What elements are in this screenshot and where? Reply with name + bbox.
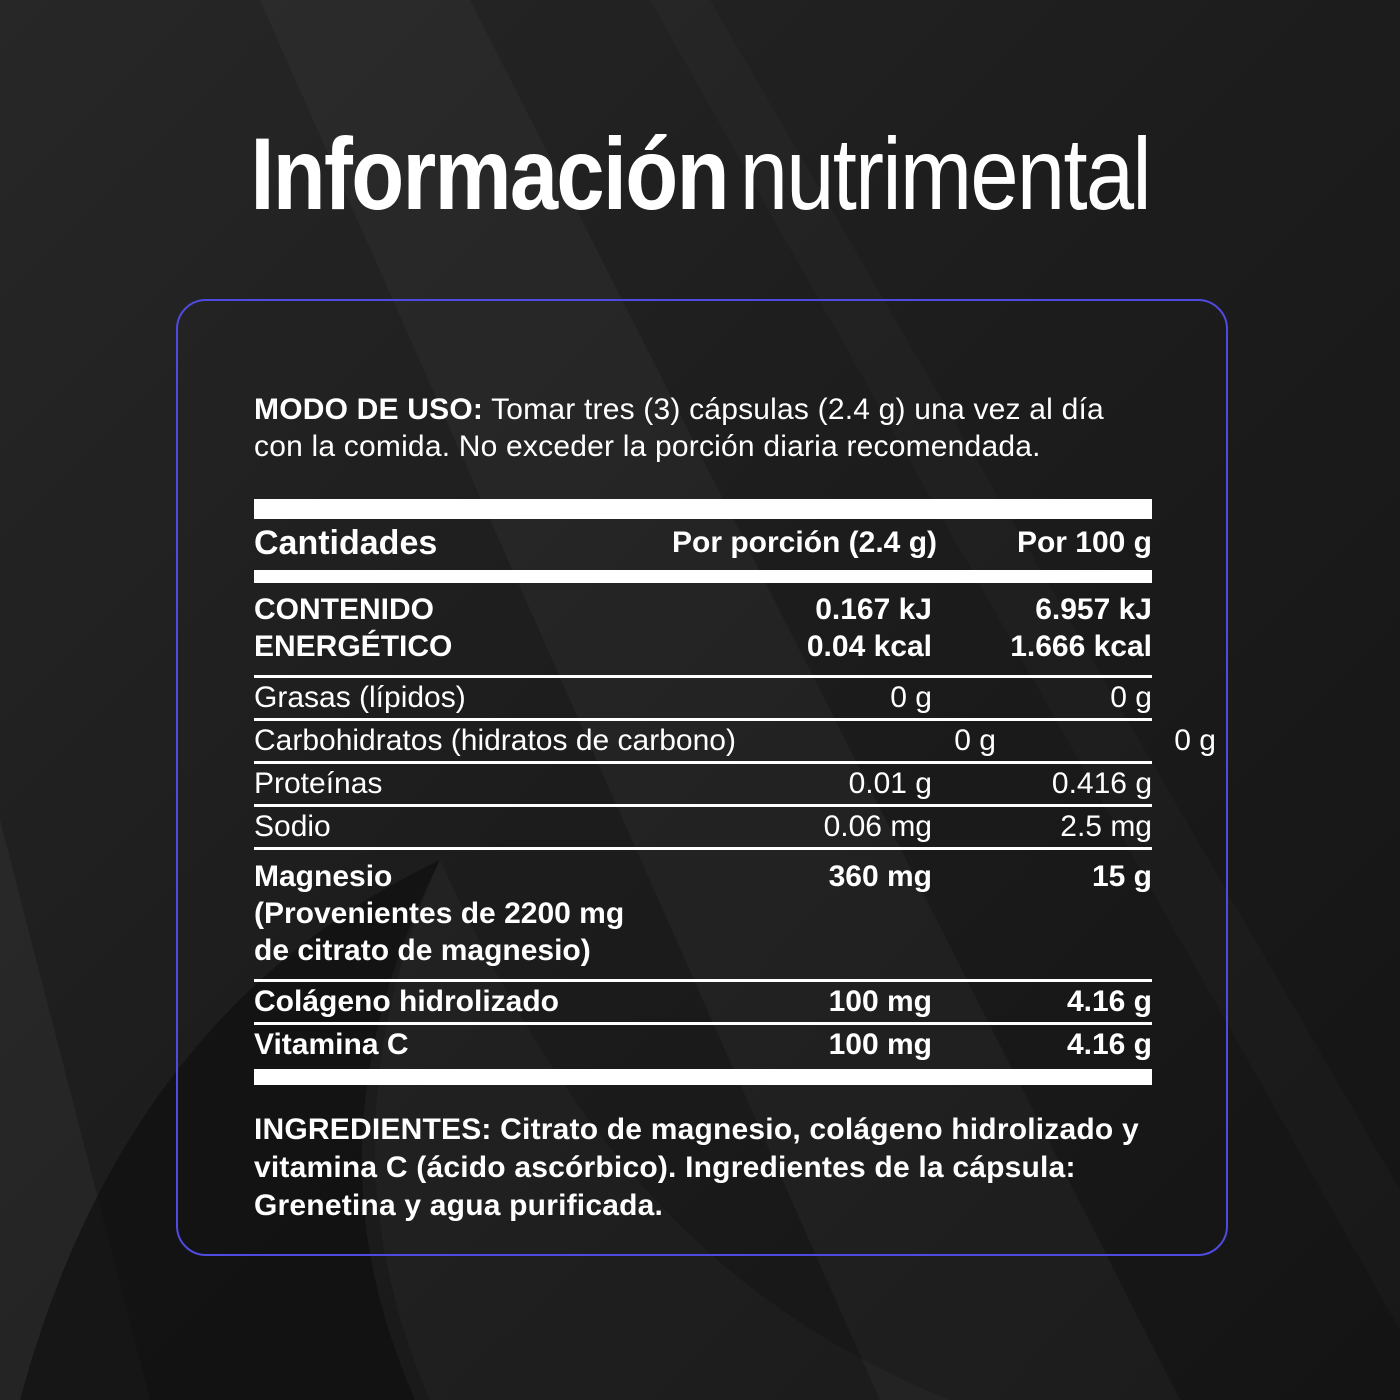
protein-per-100g: 0.416 g xyxy=(1051,767,1152,800)
title-word-bold: Información xyxy=(250,117,729,231)
divider xyxy=(254,675,1152,678)
divider xyxy=(254,979,1152,982)
divider xyxy=(254,718,1152,721)
magnesium-name-line1: Magnesio xyxy=(254,860,393,893)
row-sodium: Sodio 0.06 mg 2.5 mg xyxy=(254,807,1152,847)
protein-name: Proteínas xyxy=(254,767,383,800)
energy-name: CONTENIDO ENERGÉTICO xyxy=(254,591,672,665)
vitamin-c-per-100g: 4.16 g xyxy=(1066,1028,1152,1061)
fats-per-100g: 0 g xyxy=(1110,681,1152,714)
usage-text: Tomar tres (3) cápsulas (2.4 g) una vez … xyxy=(254,393,1104,463)
magnesium-100g-value: 15 g xyxy=(1091,860,1152,893)
sodium-per-100g: 2.5 mg xyxy=(1060,810,1152,843)
collagen-name: Colágeno hidrolizado xyxy=(254,985,559,1018)
carbs-per-serving: 0 g xyxy=(954,724,996,757)
divider xyxy=(254,847,1152,850)
header-quantities: Cantidades xyxy=(254,524,438,562)
fats-per-serving: 0 g xyxy=(890,681,932,714)
header-per-serving: Por porción (2.4 g) xyxy=(672,526,938,559)
table-header-row: Cantidades Por porción (2.4 g) Por 100 g xyxy=(254,519,1152,570)
carbs-name: Carbohidratos (hidratos de carbono) xyxy=(254,724,736,757)
magnesium-source-line2: de citrato de magnesio) xyxy=(254,934,591,967)
collagen-per-100g: 4.16 g xyxy=(1066,985,1152,1018)
carbs-per-100g: 0 g xyxy=(1174,724,1216,757)
energy-serving-kcal: 0.04 kcal xyxy=(806,630,932,663)
sodium-per-serving: 0.06 mg xyxy=(823,810,932,843)
row-carbs: Carbohidratos (hidratos de carbono) 0 g … xyxy=(254,721,1216,761)
ingredients-text: Citrato de magnesio, colágeno hidrolizad… xyxy=(254,1113,1139,1222)
energy-per-100g: 6.957 kJ 1.666 kcal xyxy=(932,591,1152,665)
magnesium-source-line1: (Provenientes de 2200 mg xyxy=(254,897,625,930)
divider xyxy=(254,1022,1152,1025)
vitamin-c-name: Vitamina C xyxy=(254,1028,409,1061)
usage-label: MODO DE USO: xyxy=(254,393,484,426)
ingredients-paragraph: INGREDIENTES: Citrato de magnesio, colág… xyxy=(254,1111,1150,1225)
magnesium-per-serving: 360 mg xyxy=(672,858,932,895)
fats-name: Grasas (lípidos) xyxy=(254,681,466,714)
nutrition-table: Cantidades Por porción (2.4 g) Por 100 g… xyxy=(254,499,1216,1085)
row-vitamin-c: Vitamina C 100 mg 4.16 g xyxy=(254,1025,1152,1065)
header-per-100g: Por 100 g xyxy=(1016,526,1152,559)
row-protein: Proteínas 0.01 g 0.416 g xyxy=(254,764,1152,804)
usage-instructions: MODO DE USO: Tomar tres (3) cápsulas (2.… xyxy=(254,391,1150,465)
vitamin-c-per-serving: 100 mg xyxy=(828,1028,932,1061)
table-bottom-bar xyxy=(254,1069,1152,1085)
energy-name-line1: CONTENIDO xyxy=(254,593,434,626)
magnesium-per-100g: 15 g xyxy=(932,858,1152,895)
energy-name-line2: ENERGÉTICO xyxy=(254,630,453,663)
energy-100g-kcal: 1.666 kcal xyxy=(1010,630,1152,663)
sodium-name: Sodio xyxy=(254,810,331,843)
energy-100g-kj: 6.957 kJ xyxy=(1035,593,1152,626)
magnesium-serving-value: 360 mg xyxy=(828,860,932,893)
energy-serving-kj: 0.167 kJ xyxy=(815,593,932,626)
row-energy: CONTENIDO ENERGÉTICO 0.167 kJ 0.04 kcal … xyxy=(254,583,1152,675)
energy-per-serving: 0.167 kJ 0.04 kcal xyxy=(672,591,932,665)
protein-per-serving: 0.01 g xyxy=(848,767,932,800)
table-header-bottom-bar xyxy=(254,570,1152,583)
page-title: Información nutrimental xyxy=(0,118,1400,230)
magnesium-name: Magnesio (Provenientes de 2200 mg de cit… xyxy=(254,858,672,969)
nutrition-panel: MODO DE USO: Tomar tres (3) cápsulas (2.… xyxy=(176,299,1228,1256)
collagen-per-serving: 100 mg xyxy=(828,985,932,1018)
row-magnesium: Magnesio (Provenientes de 2200 mg de cit… xyxy=(254,850,1152,979)
table-top-bar xyxy=(254,499,1152,519)
title-word-light: nutrimental xyxy=(739,117,1152,231)
divider xyxy=(254,804,1152,807)
divider xyxy=(254,761,1152,764)
row-fats: Grasas (lípidos) 0 g 0 g xyxy=(254,678,1152,718)
ingredients-label: INGREDIENTES: xyxy=(254,1113,492,1146)
row-collagen: Colágeno hidrolizado 100 mg 4.16 g xyxy=(254,982,1152,1022)
